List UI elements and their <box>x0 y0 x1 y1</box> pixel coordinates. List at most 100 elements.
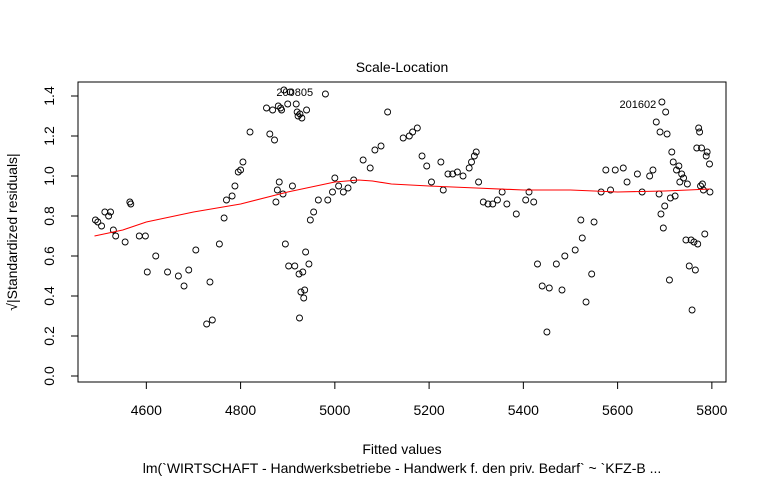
data-point <box>439 186 447 194</box>
data-point <box>690 238 698 246</box>
data-point <box>299 268 307 276</box>
data-point <box>405 132 413 140</box>
data-point <box>246 128 254 136</box>
data-point <box>409 128 417 136</box>
data-point <box>673 166 680 174</box>
data-point <box>275 178 283 186</box>
point-annotations: 200805 201602 <box>276 87 656 111</box>
data-point <box>273 186 281 194</box>
data-point <box>543 328 551 336</box>
data-point <box>428 178 435 186</box>
data-point <box>619 164 627 172</box>
data-point <box>669 158 677 166</box>
data-point <box>284 100 292 108</box>
chart-title: Scale-Location <box>356 59 449 75</box>
data-point <box>339 188 347 196</box>
y-tick-label: 0.4 <box>41 286 57 306</box>
data-point <box>94 218 102 226</box>
x-tick-label: 5200 <box>414 402 445 418</box>
data-point <box>675 162 683 170</box>
x-tick-label: 5600 <box>602 402 633 418</box>
data-point <box>694 240 702 248</box>
data-point <box>465 164 473 172</box>
data-point <box>602 166 610 174</box>
data-point <box>468 158 475 166</box>
data-point <box>682 236 690 244</box>
data-point <box>512 210 520 218</box>
data-point <box>685 262 693 270</box>
data-point <box>121 238 129 246</box>
data-point <box>545 284 553 292</box>
data-point <box>525 188 533 196</box>
data-point <box>662 108 670 116</box>
data-point <box>701 230 709 238</box>
data-point <box>152 252 160 260</box>
data-point <box>280 86 288 94</box>
data-point <box>522 196 530 204</box>
data-point <box>98 222 106 230</box>
data-point <box>623 178 631 186</box>
data-point <box>91 216 99 224</box>
data-point <box>208 316 216 324</box>
data-point <box>266 130 274 138</box>
point-annotation: 201602 <box>620 99 657 111</box>
data-point <box>366 164 374 172</box>
data-point <box>107 208 114 216</box>
data-point <box>143 268 151 276</box>
data-point <box>706 160 713 168</box>
data-point <box>101 208 109 216</box>
data-point <box>234 168 242 176</box>
data-points <box>91 86 714 336</box>
data-point <box>655 190 663 198</box>
data-point <box>237 166 245 174</box>
data-point <box>444 170 452 178</box>
data-point <box>668 148 676 156</box>
y-tick-label: 0.2 <box>41 326 57 346</box>
data-point <box>300 294 308 302</box>
data-point <box>418 152 426 160</box>
data-point <box>310 208 318 216</box>
data-point <box>699 186 707 194</box>
data-point <box>203 320 211 328</box>
data-point <box>683 180 691 188</box>
data-point <box>228 192 236 200</box>
data-point <box>530 198 538 206</box>
data-point <box>493 196 501 204</box>
chart-subtitle: lm(`WIRTSCHAFT - Handwerksbetriebe - Han… <box>143 460 662 476</box>
data-point <box>192 246 200 254</box>
data-point <box>135 232 143 240</box>
data-point <box>306 216 314 224</box>
x-tick-label: 5800 <box>696 402 727 418</box>
smoother-line <box>94 179 711 237</box>
data-point <box>449 170 457 178</box>
x-axis-label: Fitted values <box>362 441 441 457</box>
y-axis: 0.0 0.2 0.4 0.6 0.8 1.0 1.2 1.4 <box>41 86 79 386</box>
data-point <box>112 232 120 240</box>
smoother-line-group <box>94 179 711 237</box>
x-tick-label: 5400 <box>508 402 539 418</box>
data-point <box>335 182 343 190</box>
data-point <box>472 148 480 156</box>
y-axis-label: √|Standardized residuals| <box>4 153 20 310</box>
data-point <box>105 212 113 220</box>
data-point <box>223 196 230 204</box>
data-point <box>303 106 311 114</box>
data-point <box>611 166 619 174</box>
data-point <box>693 144 701 152</box>
data-point <box>127 200 135 208</box>
y-tick-label: 1.4 <box>41 86 57 106</box>
data-point <box>324 196 332 204</box>
data-point <box>607 186 614 194</box>
y-tick-label: 1.0 <box>41 166 57 186</box>
data-point <box>676 178 684 186</box>
data-point <box>164 268 171 276</box>
data-point <box>680 174 688 182</box>
data-point <box>263 104 270 112</box>
data-point <box>296 110 304 118</box>
data-point <box>688 306 696 314</box>
data-point <box>180 282 188 290</box>
data-point <box>633 170 641 178</box>
data-point <box>291 262 299 270</box>
data-point <box>646 172 654 180</box>
data-point <box>656 128 664 136</box>
